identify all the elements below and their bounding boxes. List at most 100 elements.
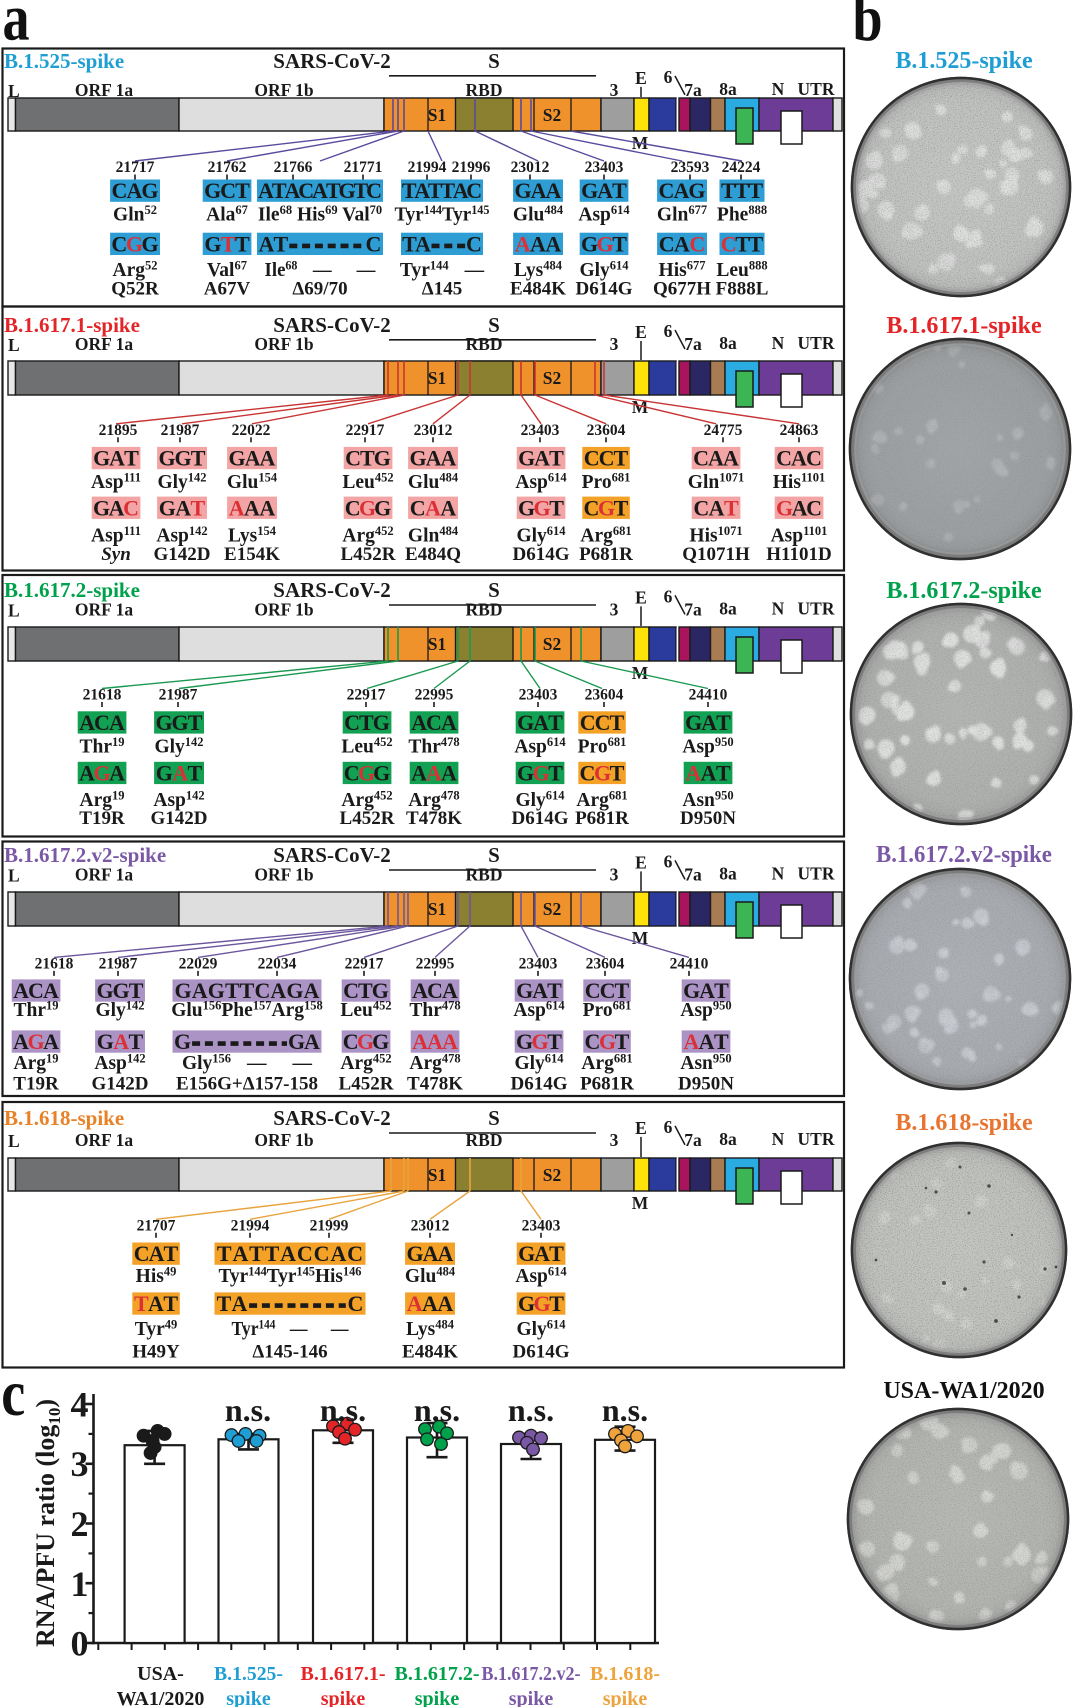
- svg-text:A: A: [258, 178, 274, 203]
- svg-text:A: A: [304, 1029, 320, 1054]
- svg-text:3: 3: [610, 864, 619, 884]
- svg-text:L: L: [8, 1131, 20, 1151]
- svg-text:Ala67: Ala67: [206, 203, 248, 226]
- svg-text:T: T: [548, 761, 563, 786]
- svg-text:B.1.525-spike: B.1.525-spike: [4, 49, 124, 73]
- svg-text:21987: 21987: [99, 955, 138, 972]
- svg-text:D614G: D614G: [511, 1073, 568, 1094]
- svg-text:n.s.: n.s.: [414, 1392, 460, 1428]
- svg-text:21996: 21996: [452, 159, 491, 176]
- svg-text:G: G: [97, 1029, 114, 1054]
- svg-text:E: E: [635, 587, 647, 607]
- svg-text:24224: 24224: [722, 159, 761, 176]
- svg-text:RBD: RBD: [466, 80, 503, 100]
- svg-text:Glu484: Glu484: [405, 1265, 456, 1288]
- svg-text:A: A: [597, 178, 613, 203]
- svg-text:G: G: [358, 761, 375, 786]
- svg-text:A: A: [723, 446, 739, 471]
- svg-text:G: G: [518, 1241, 535, 1266]
- svg-text:Asp950: Asp950: [680, 999, 731, 1022]
- svg-text:T: T: [402, 231, 417, 256]
- svg-text:A: A: [43, 978, 59, 1003]
- svg-text:UTR: UTR: [798, 598, 835, 618]
- svg-text:22917: 22917: [346, 422, 385, 439]
- svg-text:23012: 23012: [411, 1217, 450, 1234]
- svg-text:G: G: [517, 710, 534, 735]
- svg-text:G: G: [374, 495, 391, 520]
- svg-text:n.s.: n.s.: [508, 1392, 554, 1428]
- svg-text:Gly156——: Gly156— —: [182, 1052, 313, 1075]
- svg-text:G: G: [142, 231, 159, 256]
- svg-text:B.1.525-spike: B.1.525-spike: [895, 48, 1033, 74]
- svg-text:8a: 8a: [719, 79, 737, 99]
- svg-text:G: G: [581, 231, 598, 256]
- svg-text:21707: 21707: [137, 1217, 176, 1234]
- svg-text:22034: 22034: [258, 955, 297, 972]
- svg-text:B.1.617.2.v2-: B.1.617.2.v2-: [482, 1663, 581, 1685]
- svg-text:Lys484: Lys484: [406, 1318, 455, 1341]
- svg-text:D614G: D614G: [513, 544, 570, 565]
- svg-text:21994: 21994: [231, 1217, 270, 1234]
- svg-text:G: G: [286, 978, 303, 1003]
- svg-text:A: A: [259, 495, 275, 520]
- svg-text:F888L: F888L: [716, 279, 769, 300]
- svg-text:G: G: [597, 231, 614, 256]
- svg-text:C: C: [366, 178, 382, 203]
- svg-text:23403: 23403: [522, 1217, 561, 1234]
- svg-text:22029: 22029: [179, 955, 218, 972]
- svg-text:G142D: G142D: [151, 808, 208, 829]
- svg-text:A: A: [411, 710, 427, 735]
- svg-text:A: A: [330, 1241, 346, 1266]
- svg-text:24863: 24863: [780, 422, 819, 439]
- svg-text:a: a: [3, 0, 30, 55]
- svg-text:Asp950: Asp950: [682, 735, 733, 758]
- svg-text:G: G: [156, 710, 173, 735]
- svg-text:Asp142: Asp142: [156, 524, 207, 547]
- svg-text:T: T: [191, 446, 206, 471]
- svg-text:T: T: [249, 1241, 264, 1266]
- svg-text:A: A: [407, 1291, 423, 1316]
- svg-text:C: C: [343, 1029, 359, 1054]
- svg-text:8a: 8a: [719, 598, 737, 618]
- svg-text:Asp614: Asp614: [515, 1265, 567, 1288]
- svg-text:T: T: [548, 710, 563, 735]
- svg-text:22917: 22917: [345, 955, 384, 972]
- svg-text:T: T: [547, 978, 562, 1003]
- svg-text:Q1071H: Q1071H: [682, 544, 750, 565]
- svg-text:RBD: RBD: [466, 864, 503, 884]
- svg-text:UTR: UTR: [798, 863, 835, 883]
- svg-text:M: M: [632, 663, 649, 683]
- svg-text:A: A: [426, 446, 442, 471]
- svg-text:G: G: [159, 495, 176, 520]
- svg-text:4: 4: [71, 1385, 89, 1425]
- svg-text:8a: 8a: [719, 333, 737, 353]
- svg-text:C: C: [584, 446, 600, 471]
- svg-text:S: S: [488, 313, 500, 337]
- svg-text:T: T: [428, 178, 443, 203]
- svg-text:21762: 21762: [208, 159, 247, 176]
- svg-text:T: T: [225, 978, 240, 1003]
- svg-text:H1101D: H1101D: [766, 544, 831, 565]
- svg-text:RBD: RBD: [466, 1130, 503, 1150]
- svg-text:21618: 21618: [83, 687, 122, 704]
- svg-text:T: T: [358, 978, 373, 1003]
- svg-text:A: A: [699, 1029, 715, 1054]
- svg-text:Arg681: Arg681: [581, 1052, 632, 1075]
- svg-text:A: A: [437, 1291, 453, 1316]
- svg-text:E: E: [635, 68, 647, 88]
- svg-text:8a: 8a: [719, 863, 737, 883]
- svg-text:T: T: [359, 710, 374, 735]
- svg-text:D614G: D614G: [576, 279, 633, 300]
- svg-text:Lys484: Lys484: [514, 259, 563, 282]
- svg-text:Gly614: Gly614: [516, 524, 566, 547]
- svg-text:N: N: [772, 79, 785, 99]
- svg-text:T: T: [549, 495, 564, 520]
- svg-text:23604: 23604: [585, 687, 624, 704]
- svg-text:Thr478: Thr478: [408, 735, 459, 758]
- svg-text:G: G: [97, 978, 114, 1003]
- svg-text:B.1.617.1-spike: B.1.617.1-spike: [886, 313, 1042, 339]
- svg-text:22995: 22995: [415, 687, 454, 704]
- svg-text:T: T: [164, 1241, 179, 1266]
- svg-text:A: A: [792, 495, 808, 520]
- svg-text:1: 1: [71, 1564, 89, 1604]
